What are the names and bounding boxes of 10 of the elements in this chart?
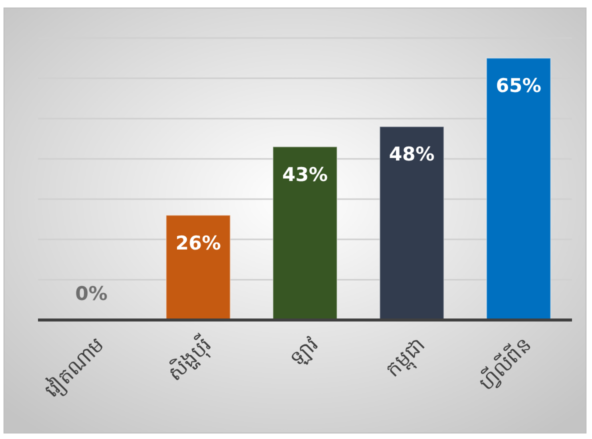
x-tick-label: ឡាវ — [284, 332, 323, 371]
bar — [272, 146, 338, 320]
data-label: 0% — [75, 283, 108, 305]
data-label: 65% — [496, 75, 542, 98]
data-label: 48% — [389, 144, 435, 166]
data-label: 26% — [175, 232, 221, 254]
data-label: 43% — [282, 164, 328, 186]
bar — [486, 58, 552, 320]
bar — [379, 126, 444, 320]
bar — [166, 214, 231, 320]
